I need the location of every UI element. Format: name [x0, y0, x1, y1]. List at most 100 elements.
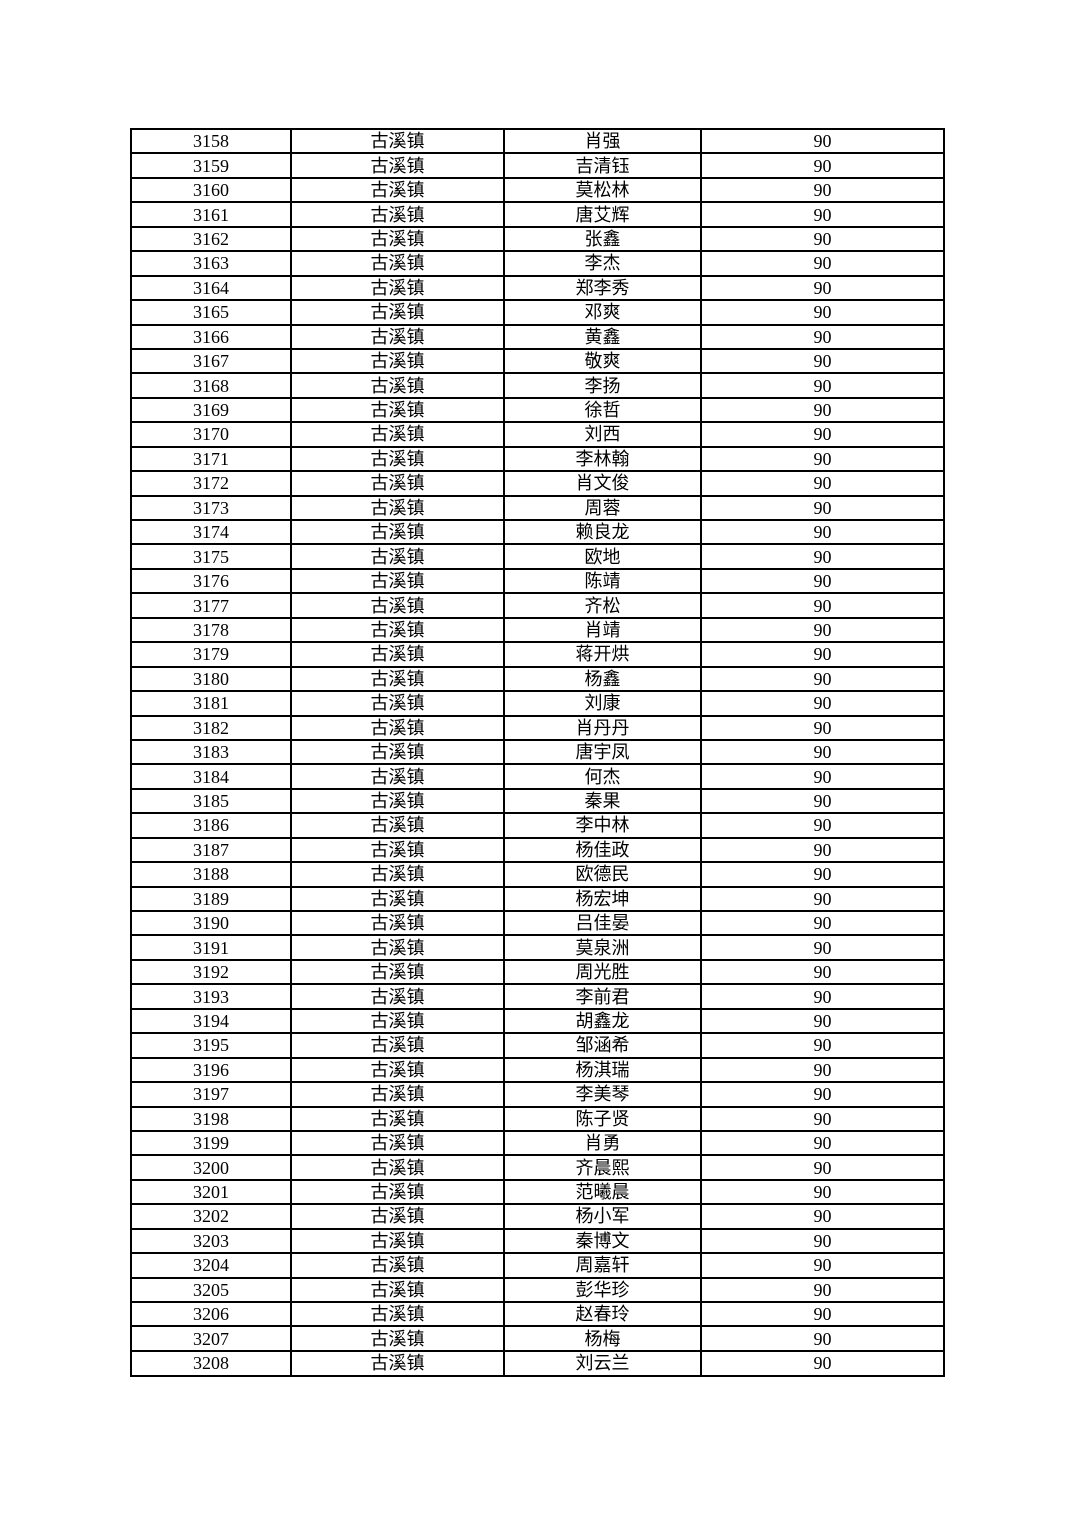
table-row: 3200 古溪镇 齐晨熙 90	[130, 1154, 945, 1181]
name-cell: 张鑫	[503, 225, 702, 253]
table-row: 3202 古溪镇 杨小军 90	[130, 1203, 945, 1230]
id-cell: 3174	[130, 518, 292, 546]
town-cell: 古溪镇	[290, 543, 505, 570]
table-row: 3185 古溪镇 秦果 90	[130, 787, 945, 815]
name-cell: 郑李秀	[503, 274, 702, 302]
name-cell: 蒋开烘	[503, 641, 702, 668]
id-cell: 3203	[130, 1227, 292, 1255]
score-cell: 90	[700, 543, 945, 570]
id-cell: 3160	[130, 176, 292, 204]
id-cell: 3175	[130, 543, 292, 570]
score-cell: 90	[700, 1154, 945, 1181]
score-cell: 90	[700, 225, 945, 253]
score-cell: 90	[700, 909, 945, 937]
score-cell: 90	[700, 1081, 945, 1108]
town-cell: 古溪镇	[290, 983, 505, 1010]
town-cell: 古溪镇	[290, 518, 505, 546]
town-cell: 古溪镇	[290, 347, 505, 375]
town-cell: 古溪镇	[290, 690, 505, 717]
score-cell: 90	[700, 885, 945, 913]
score-cell: 90	[700, 738, 945, 766]
table-row: 3204 古溪镇 周嘉轩 90	[130, 1252, 945, 1279]
id-cell: 3172	[130, 470, 292, 497]
name-cell: 何杰	[503, 763, 702, 790]
id-cell: 3173	[130, 494, 292, 522]
town-cell: 古溪镇	[290, 1276, 505, 1304]
table-row: 3179 古溪镇 蒋开烘 90	[130, 641, 945, 668]
score-cell: 90	[700, 470, 945, 497]
score-cell: 90	[700, 690, 945, 717]
id-cell: 3207	[130, 1325, 292, 1352]
town-cell: 古溪镇	[290, 1032, 505, 1059]
town-cell: 古溪镇	[290, 201, 505, 228]
table-row: 3194 古溪镇 胡鑫龙 90	[130, 1007, 945, 1035]
id-cell: 3192	[130, 958, 292, 986]
name-cell: 李扬	[503, 372, 702, 399]
name-cell: 黄鑫	[503, 323, 702, 350]
score-cell: 90	[700, 1203, 945, 1230]
id-cell: 3198	[130, 1105, 292, 1132]
table-row: 3181 古溪镇 刘康 90	[130, 690, 945, 717]
id-cell: 3199	[130, 1129, 292, 1157]
score-cell: 90	[700, 323, 945, 350]
town-cell: 古溪镇	[290, 763, 505, 790]
name-cell: 唐宇凤	[503, 738, 702, 766]
results-table: 3158 古溪镇 肖强 90 3159 古溪镇 吉清钰 90 3160 古溪镇 莫松林 90 3161 古…	[130, 127, 945, 1378]
table-row: 3174 古溪镇 赖良龙 90	[130, 518, 945, 546]
score-cell: 90	[700, 983, 945, 1010]
score-cell: 90	[700, 641, 945, 668]
id-cell: 3194	[130, 1007, 292, 1035]
table-row: 3205 古溪镇 彭华珍 90	[130, 1276, 945, 1304]
town-cell: 古溪镇	[290, 885, 505, 913]
table-row: 3197 古溪镇 李美琴 90	[130, 1081, 945, 1108]
score-cell: 90	[700, 763, 945, 790]
town-cell: 古溪镇	[290, 470, 505, 497]
score-cell: 90	[700, 1032, 945, 1059]
table-row: 3173 古溪镇 周蓉 90	[130, 494, 945, 522]
town-cell: 古溪镇	[290, 1178, 505, 1206]
name-cell: 欧德民	[503, 861, 702, 888]
id-cell: 3166	[130, 323, 292, 350]
id-cell: 3162	[130, 225, 292, 253]
town-cell: 古溪镇	[290, 1105, 505, 1132]
score-cell: 90	[700, 1349, 945, 1378]
town-cell: 古溪镇	[290, 1300, 505, 1328]
table-row: 3190 古溪镇 吕佳晏 90	[130, 909, 945, 937]
town-cell: 古溪镇	[290, 1081, 505, 1108]
name-cell: 杨梅	[503, 1325, 702, 1352]
town-cell: 古溪镇	[290, 445, 505, 473]
table-row: 3208 古溪镇 刘云兰 90	[130, 1349, 945, 1378]
town-cell: 古溪镇	[290, 1007, 505, 1035]
table-row: 3191 古溪镇 莫泉洲 90	[130, 934, 945, 961]
id-cell: 3197	[130, 1081, 292, 1108]
id-cell: 3201	[130, 1178, 292, 1206]
table-row: 3163 古溪镇 李杰 90	[130, 250, 945, 277]
name-cell: 刘云兰	[503, 1349, 702, 1378]
id-cell: 3187	[130, 836, 292, 864]
town-cell: 古溪镇	[290, 958, 505, 986]
id-cell: 3183	[130, 738, 292, 766]
town-cell: 古溪镇	[290, 1056, 505, 1084]
id-cell: 3190	[130, 909, 292, 937]
name-cell: 邹涵希	[503, 1032, 702, 1059]
id-cell: 3195	[130, 1032, 292, 1059]
name-cell: 陈子贤	[503, 1105, 702, 1132]
id-cell: 3208	[130, 1349, 292, 1378]
name-cell: 刘康	[503, 690, 702, 717]
town-cell: 古溪镇	[290, 738, 505, 766]
score-cell: 90	[700, 518, 945, 546]
id-cell: 3181	[130, 690, 292, 717]
score-cell: 90	[700, 372, 945, 399]
score-cell: 90	[700, 396, 945, 424]
score-cell: 90	[700, 958, 945, 986]
id-cell: 3167	[130, 347, 292, 375]
name-cell: 李林翰	[503, 445, 702, 473]
name-cell: 杨宏坤	[503, 885, 702, 913]
town-cell: 古溪镇	[290, 812, 505, 839]
name-cell: 周嘉轩	[503, 1252, 702, 1279]
score-cell: 90	[700, 1178, 945, 1206]
score-cell: 90	[700, 1056, 945, 1084]
name-cell: 胡鑫龙	[503, 1007, 702, 1035]
name-cell: 肖强	[503, 127, 702, 155]
town-cell: 古溪镇	[290, 1129, 505, 1157]
